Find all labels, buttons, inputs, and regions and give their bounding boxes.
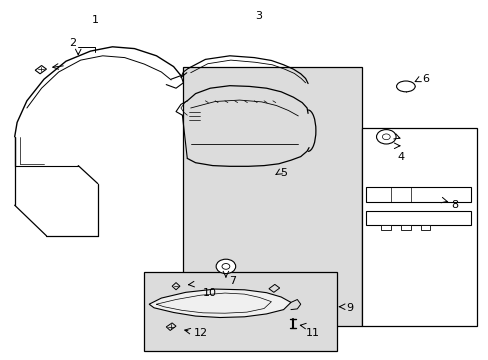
Ellipse shape	[396, 81, 414, 92]
Bar	[420, 225, 429, 230]
FancyBboxPatch shape	[144, 272, 337, 351]
Text: 9: 9	[346, 303, 352, 313]
FancyBboxPatch shape	[365, 187, 470, 202]
Text: 6: 6	[421, 74, 428, 84]
Text: 3: 3	[255, 11, 262, 21]
Text: 10: 10	[203, 288, 217, 298]
Polygon shape	[149, 289, 290, 318]
Bar	[381, 225, 390, 230]
Bar	[400, 225, 410, 230]
FancyBboxPatch shape	[365, 211, 470, 225]
Text: 11: 11	[305, 328, 319, 338]
Text: 8: 8	[450, 200, 457, 210]
Text: 1: 1	[92, 15, 99, 25]
Text: 5: 5	[280, 168, 286, 178]
FancyBboxPatch shape	[361, 128, 476, 326]
Text: 7: 7	[228, 276, 235, 286]
FancyBboxPatch shape	[183, 67, 361, 326]
Text: 2: 2	[69, 38, 76, 48]
Text: 4: 4	[397, 152, 404, 162]
Circle shape	[376, 130, 395, 144]
Text: 12: 12	[193, 328, 207, 338]
Circle shape	[216, 259, 235, 274]
